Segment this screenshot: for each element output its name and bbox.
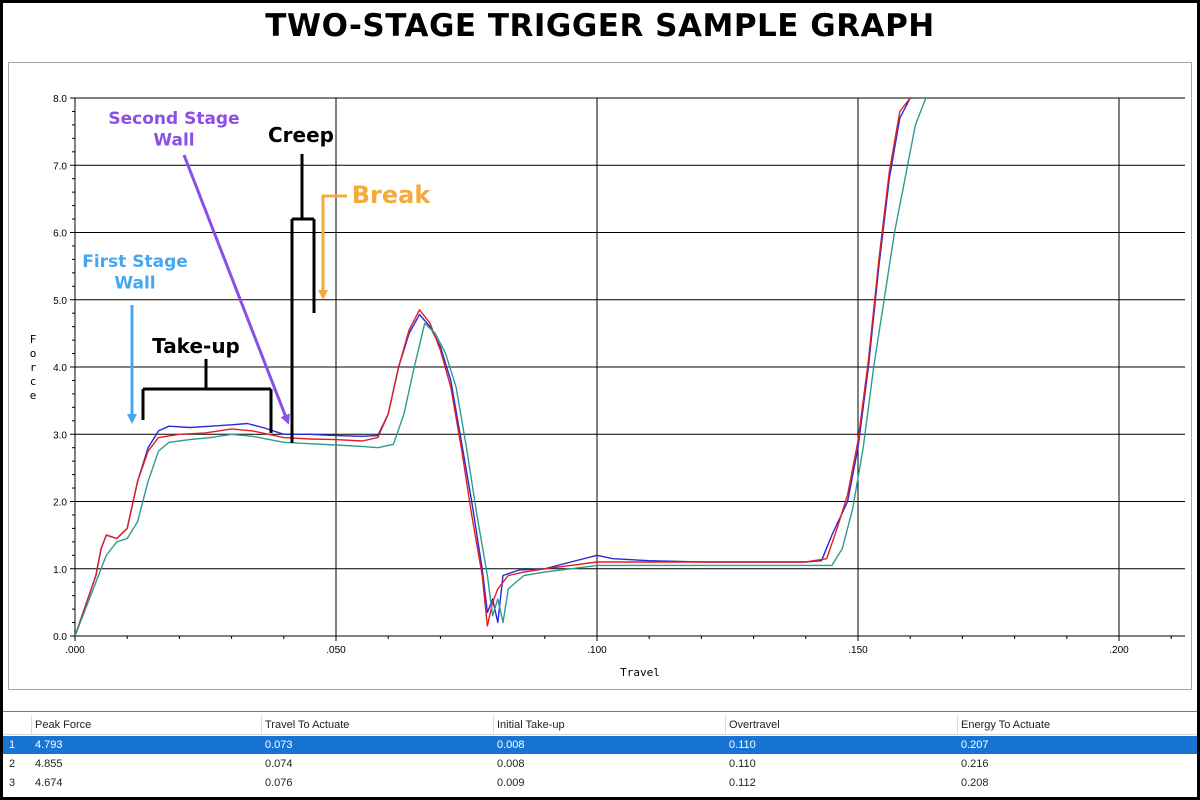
take-up-bracket: [141, 359, 273, 433]
annotation-first-stage-wall: First Stage Wall: [82, 252, 188, 293]
annotation-take-up: Take-up: [152, 334, 240, 358]
column-divider: [261, 715, 262, 735]
annotation-take-up-line: Take-up: [152, 334, 240, 358]
cell-travel-to-actuate: 0.074: [265, 758, 293, 770]
cell-energy-to-actuate: 0.216: [961, 758, 989, 770]
y-tick-label: 8.0: [53, 94, 67, 105]
column-divider: [725, 715, 726, 735]
table-row[interactable]: 1 4.793 0.073 0.008 0.110 0.207: [3, 736, 1197, 754]
cell-initial-take-up: 0.008: [497, 739, 525, 751]
annotation-break-line: Break: [352, 181, 432, 209]
y-tick-label: 1.0: [53, 565, 67, 576]
x-tick-label: .050: [326, 645, 346, 656]
force-travel-chart: 0.0 1.0 2.0 3.0 4.0 5.0 6.0 7.0 8.0 .000 .050 .100.…: [30, 94, 1185, 679]
row-index: 3: [9, 777, 16, 789]
annotation-first-stage-wall-line: First Stage: [82, 252, 188, 272]
creep-bracket: [290, 154, 316, 443]
column-divider: [31, 715, 32, 735]
annotation-creep-line: Creep: [268, 123, 334, 147]
x-tick-label: .150: [848, 645, 868, 656]
cell-peak-force: 4.674: [35, 777, 63, 789]
row-index: 1: [9, 739, 16, 751]
cell-energy-to-actuate: 0.207: [961, 739, 989, 751]
y-tick-label: 0.0: [53, 632, 67, 643]
table-header-row: Peak Force Travel To Actuate Initial Tak…: [3, 715, 1197, 735]
cell-overtravel: 0.110: [729, 758, 756, 770]
annotation-break: Break: [352, 181, 432, 209]
annotation-first-stage-wall-line: Wall: [114, 273, 155, 293]
y-tick-label: 6.0: [53, 229, 67, 240]
column-header-energy-to-actuate[interactable]: Energy To Actuate: [961, 719, 1051, 731]
row-index: 2: [9, 758, 16, 770]
column-header-travel-to-actuate[interactable]: Travel To Actuate: [265, 719, 350, 731]
cell-travel-to-actuate: 0.076: [265, 777, 293, 789]
annotation-second-stage-wall: Second Stage Wall: [108, 109, 239, 150]
column-header-peak-force[interactable]: Peak Force: [35, 719, 92, 731]
cell-energy-to-actuate: 0.208: [961, 777, 989, 789]
annotation-second-stage-wall-line: Second Stage: [108, 109, 239, 129]
cell-peak-force: 4.793: [35, 739, 63, 751]
y-tick-label: 2.0: [53, 498, 67, 509]
x-tick-label: .100: [587, 645, 607, 656]
x-tick-label: .200: [1109, 645, 1129, 656]
y-tick-label: 3.0: [53, 430, 67, 441]
y-tick-label: 5.0: [53, 296, 67, 307]
y-axis-label-letter: o: [30, 347, 37, 360]
column-header-overtravel[interactable]: Overtravel: [729, 719, 780, 731]
table-row[interactable]: 2 4.855 0.074 0.008 0.110 0.216: [3, 755, 1197, 773]
column-divider: [493, 715, 494, 735]
column-header-initial-take-up[interactable]: Initial Take-up: [497, 719, 565, 731]
y-tick-label: 4.0: [53, 363, 67, 374]
y-axis-label-letter: e: [30, 389, 37, 402]
graph-title: TWO-STAGE TRIGGER SAMPLE GRAPH: [265, 8, 935, 44]
cell-travel-to-actuate: 0.073: [265, 739, 293, 751]
column-divider: [957, 715, 958, 735]
series-line-run-2: [75, 98, 911, 636]
annotation-creep: Creep: [268, 123, 334, 147]
cell-overtravel: 0.110: [729, 739, 756, 751]
break-arrow: [318, 194, 347, 300]
annotation-second-stage-wall-line: Wall: [153, 130, 194, 150]
y-tick-label: 7.0: [53, 161, 67, 172]
cell-peak-force: 4.855: [35, 758, 63, 770]
x-tick-label: .000: [65, 645, 85, 656]
cell-overtravel: 0.112: [729, 777, 756, 789]
y-axis-label-letter: F: [30, 333, 37, 346]
chart-panel: 0.0 1.0 2.0 3.0 4.0 5.0 6.0 7.0 8.0 .000 .050 .100.…: [8, 62, 1192, 690]
y-axis-label-letter: r: [30, 361, 37, 374]
cell-initial-take-up: 0.008: [497, 758, 525, 770]
table-row[interactable]: 3 4.674 0.076 0.009 0.112 0.208: [3, 774, 1197, 792]
cell-initial-take-up: 0.009: [497, 777, 525, 789]
second-stage-arrow: [182, 154, 290, 425]
series-line-run-3: [75, 98, 927, 636]
x-axis-label: Travel: [620, 666, 660, 679]
y-axis-label-letter: c: [30, 375, 37, 388]
results-table: Peak Force Travel To Actuate Initial Tak…: [3, 711, 1197, 797]
